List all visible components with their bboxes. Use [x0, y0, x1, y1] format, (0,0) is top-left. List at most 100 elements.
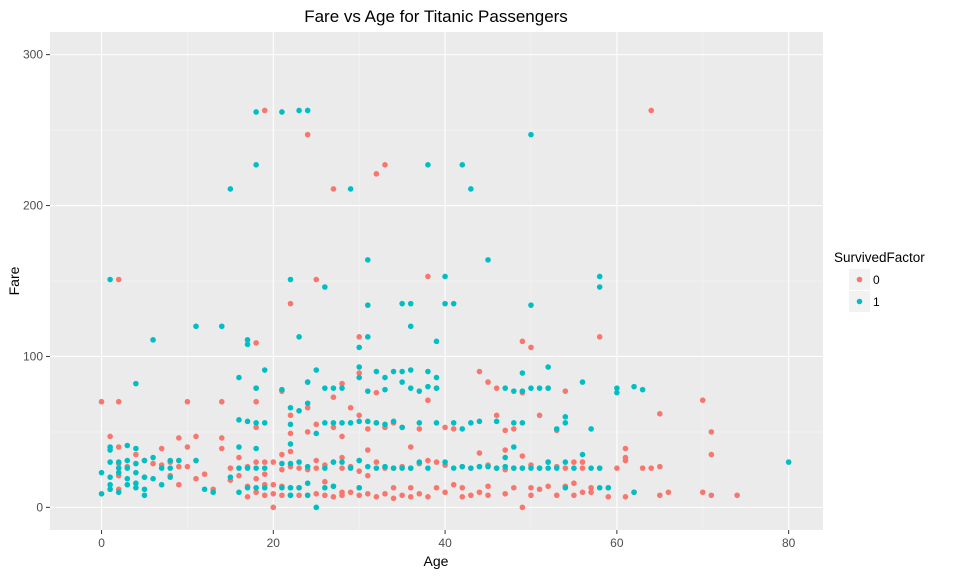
data-point-survived-1: [107, 486, 113, 493]
data-point-survived-1: [158, 481, 165, 488]
data-point-survived-1: [133, 380, 139, 387]
data-point-survived-1: [253, 420, 259, 426]
data-point-survived-1: [579, 379, 586, 385]
data-point-survived-1: [553, 465, 560, 471]
y-axis-ticks: 0 100 200 300: [23, 48, 50, 514]
data-point-survived-0: [115, 276, 122, 283]
data-point-survived-1: [399, 424, 405, 431]
data-point-survived-0: [313, 457, 320, 464]
data-point-survived-1: [253, 162, 259, 168]
data-point-survived-1: [287, 492, 294, 499]
legend-key-1-marker: [856, 298, 863, 305]
data-point-survived-1: [133, 480, 139, 487]
data-point-survived-1: [356, 344, 363, 351]
data-point-survived-0: [339, 492, 345, 499]
data-point-survived-1: [107, 474, 113, 480]
data-point-survived-0: [433, 459, 440, 465]
data-point-survived-0: [158, 445, 165, 452]
data-point-survived-1: [425, 162, 431, 168]
data-point-survived-1: [468, 420, 474, 426]
data-point-survived-0: [442, 489, 448, 496]
data-point-survived-0: [596, 334, 603, 340]
data-point-survived-0: [476, 450, 483, 456]
data-point-survived-0: [253, 398, 259, 405]
data-point-survived-1: [553, 426, 560, 432]
data-point-survived-1: [115, 489, 122, 496]
data-point-survived-1: [416, 388, 423, 394]
data-point-survived-1: [339, 385, 345, 391]
data-point-survived-1: [330, 483, 337, 490]
data-point-survived-1: [304, 492, 311, 499]
data-point-survived-1: [210, 489, 216, 496]
data-point-survived-0: [364, 472, 371, 479]
data-point-survived-1: [528, 302, 534, 308]
data-point-survived-0: [253, 424, 259, 431]
data-point-survived-0: [545, 483, 551, 490]
data-point-survived-1: [562, 484, 569, 491]
data-point-survived-0: [528, 344, 534, 351]
data-point-survived-0: [261, 459, 268, 465]
data-point-survived-0: [407, 494, 414, 500]
data-point-survived-0: [270, 459, 277, 465]
data-point-survived-0: [708, 451, 715, 458]
data-point-survived-1: [416, 420, 423, 426]
data-point-survived-1: [107, 276, 113, 283]
data-point-survived-1: [201, 486, 208, 493]
data-point-survived-0: [356, 370, 363, 376]
data-point-survived-1: [450, 300, 457, 307]
data-point-survived-0: [287, 430, 294, 437]
data-point-survived-1: [253, 484, 259, 491]
data-point-survived-1: [124, 465, 131, 471]
data-point-survived-1: [279, 484, 285, 491]
data-point-survived-0: [450, 426, 457, 432]
data-point-survived-1: [133, 445, 139, 452]
data-point-survived-0: [579, 459, 586, 465]
data-point-survived-0: [184, 398, 191, 405]
data-point-survived-0: [296, 465, 302, 471]
data-point-survived-0: [356, 468, 363, 474]
data-point-survived-1: [287, 441, 294, 447]
data-point-survived-1: [176, 457, 182, 464]
data-point-survived-0: [553, 492, 560, 499]
data-point-survived-1: [382, 386, 388, 393]
data-point-survived-0: [98, 398, 105, 405]
data-point-survived-0: [433, 484, 440, 491]
y-tick-label: 0: [36, 500, 43, 514]
data-point-survived-1: [502, 385, 509, 391]
data-point-survived-1: [407, 323, 414, 330]
data-point-survived-0: [699, 397, 706, 404]
data-point-survived-0: [364, 490, 371, 497]
data-point-survived-1: [545, 465, 551, 471]
data-point-survived-0: [373, 494, 380, 500]
data-point-survived-1: [588, 465, 594, 471]
chart-title: Fare vs Age for Titanic Passengers: [304, 7, 568, 26]
data-point-survived-0: [261, 492, 268, 499]
data-point-survived-0: [261, 471, 268, 477]
data-point-survived-1: [287, 421, 294, 428]
data-point-survived-1: [236, 374, 242, 381]
data-point-survived-0: [313, 490, 320, 497]
data-point-survived-1: [304, 107, 311, 114]
data-point-survived-1: [390, 418, 397, 425]
data-point-survived-0: [571, 480, 577, 487]
data-point-survived-1: [158, 465, 165, 471]
data-point-survived-1: [459, 162, 466, 168]
data-point-survived-1: [511, 388, 517, 394]
data-point-survived-0: [459, 484, 466, 491]
data-point-survived-0: [261, 107, 268, 114]
data-point-survived-0: [622, 457, 629, 464]
data-point-survived-1: [614, 389, 620, 396]
data-point-survived-0: [287, 412, 294, 419]
data-point-survived-1: [236, 489, 242, 496]
data-point-survived-0: [476, 489, 483, 496]
data-point-survived-0: [416, 426, 423, 432]
data-point-survived-1: [639, 386, 646, 393]
data-point-survived-1: [167, 457, 174, 464]
data-point-survived-0: [279, 492, 285, 499]
x-tick-label: 20: [267, 536, 281, 550]
data-point-survived-0: [244, 494, 251, 500]
data-point-survived-1: [562, 414, 569, 420]
data-point-survived-1: [579, 451, 586, 458]
data-point-survived-1: [141, 486, 148, 493]
data-point-survived-0: [425, 457, 431, 464]
